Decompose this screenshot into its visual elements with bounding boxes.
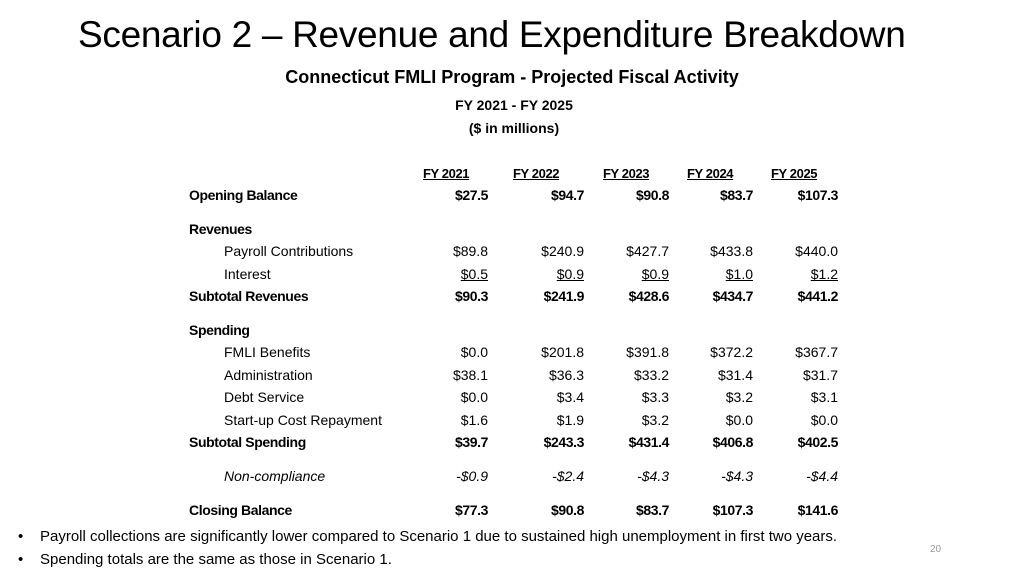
column-header-fy2021: FY 2021 — [423, 166, 470, 181]
cell-value: $31.7 — [802, 367, 838, 383]
table-row-subtotal-spending: Subtotal Spending $39.7 $243.3 $431.4 $4… — [0, 434, 1024, 454]
cell-value: $391.8 — [626, 344, 669, 360]
cell-value: $428.6 — [628, 288, 670, 304]
cell-value: $1.0 — [725, 266, 753, 282]
cell-value: $90.8 — [550, 502, 584, 518]
cell-value: $107.3 — [712, 502, 754, 518]
page-number: 20 — [930, 544, 942, 555]
cell-value: $0.0 — [725, 412, 753, 428]
cell-value: $33.2 — [633, 367, 669, 383]
cell-value: -$4.3 — [637, 468, 669, 484]
cell-value: -$2.4 — [552, 468, 584, 484]
cell-value: $0.9 — [641, 266, 669, 282]
cell-value: $0.0 — [460, 344, 488, 360]
cell-value: $89.8 — [452, 243, 488, 259]
cell-value: $243.3 — [543, 434, 585, 450]
row-label: Interest — [224, 266, 271, 282]
row-label: FMLI Benefits — [224, 344, 311, 360]
table-row-subtotal-revenues: Subtotal Revenues $90.3 $241.9 $428.6 $4… — [0, 288, 1024, 308]
cell-value: $90.8 — [635, 187, 669, 203]
cell-value: $36.3 — [548, 367, 584, 383]
row-label: Opening Balance — [189, 187, 298, 203]
cell-value: $402.5 — [797, 434, 839, 450]
cell-value: $372.2 — [710, 344, 753, 360]
table-units: ($ in millions) — [468, 120, 560, 136]
table-row-administration: Administration $38.1 $36.3 $33.2 $31.4 $… — [0, 367, 1024, 387]
cell-value: $90.3 — [454, 288, 488, 304]
row-label: Debt Service — [224, 389, 305, 405]
cell-value: $83.7 — [719, 187, 753, 203]
table-section-spending: Spending — [0, 322, 1024, 342]
cell-value: $441.2 — [797, 288, 839, 304]
bullet-text: Payroll collections are significantly lo… — [40, 528, 838, 545]
column-header-fy2025: FY 2025 — [771, 166, 818, 181]
row-label: Start-up Cost Repayment — [224, 412, 382, 428]
bullet-text: Spending totals are the same as those in… — [40, 551, 392, 568]
row-label: Non-compliance — [224, 468, 326, 484]
table-period: FY 2021 - FY 2025 — [455, 97, 573, 113]
row-label: Subtotal Revenues — [189, 288, 309, 304]
bullet-icon: • — [18, 551, 24, 568]
section-label: Revenues — [189, 221, 252, 237]
bullet-item: • Payroll collections are significantly … — [18, 528, 837, 551]
cell-value: $0.0 — [810, 412, 838, 428]
cell-value: $241.9 — [543, 288, 585, 304]
cell-value: $1.2 — [810, 266, 838, 282]
cell-value: $406.8 — [712, 434, 754, 450]
column-header-fy2024: FY 2024 — [687, 166, 734, 181]
row-label: Subtotal Spending — [189, 434, 306, 450]
row-label: Administration — [224, 367, 313, 383]
cell-value: -$4.3 — [721, 468, 753, 484]
cell-value: $3.1 — [810, 389, 838, 405]
row-label: Payroll Contributions — [224, 243, 354, 259]
cell-value: $0.0 — [460, 389, 488, 405]
cell-value: $141.6 — [797, 502, 839, 518]
cell-value: $3.4 — [556, 389, 584, 405]
cell-value: $3.2 — [725, 389, 753, 405]
table-row-payroll-contributions: Payroll Contributions $89.8 $240.9 $427.… — [0, 243, 1024, 263]
table-row-interest: Interest $0.5 $0.9 $0.9 $1.0 $1.2 — [0, 266, 1024, 286]
column-header-fy2023: FY 2023 — [603, 166, 650, 181]
table-row-non-compliance: Non-compliance -$0.9 -$2.4 -$4.3 -$4.3 -… — [0, 468, 1024, 488]
cell-value: $433.8 — [710, 243, 753, 259]
cell-value: $31.4 — [717, 367, 753, 383]
column-header-fy2022: FY 2022 — [513, 166, 560, 181]
cell-value: $83.7 — [635, 502, 669, 518]
table-row-closing-balance: Closing Balance $77.3 $90.8 $83.7 $107.3… — [0, 502, 1024, 522]
cell-value: $427.7 — [626, 243, 669, 259]
table-row-startup-cost-repayment: Start-up Cost Repayment $1.6 $1.9 $3.2 $… — [0, 412, 1024, 432]
cell-value: $240.9 — [541, 243, 584, 259]
table-row-fmli-benefits: FMLI Benefits $0.0 $201.8 $391.8 $372.2 … — [0, 344, 1024, 364]
cell-value: $38.1 — [452, 367, 488, 383]
cell-value: $3.3 — [641, 389, 669, 405]
cell-value: $3.2 — [641, 412, 669, 428]
cell-value: $0.9 — [556, 266, 584, 282]
cell-value: -$4.4 — [806, 468, 838, 484]
cell-value: $367.7 — [795, 344, 838, 360]
cell-value: $107.3 — [797, 187, 839, 203]
row-label: Closing Balance — [189, 502, 292, 518]
cell-value: $27.5 — [454, 187, 488, 203]
cell-value: $440.0 — [795, 243, 838, 259]
bullet-item: • Spending totals are the same as those … — [18, 551, 837, 574]
table-row-opening-balance: Opening Balance $27.5 $94.7 $90.8 $83.7 … — [0, 187, 1024, 207]
bullet-list: • Payroll collections are significantly … — [18, 528, 837, 574]
cell-value: $1.9 — [556, 412, 584, 428]
cell-value: $201.8 — [541, 344, 584, 360]
cell-value: -$0.9 — [456, 468, 488, 484]
slide-title: Scenario 2 – Revenue and Expenditure Bre… — [78, 14, 906, 55]
cell-value: $0.5 — [460, 266, 488, 282]
cell-value: $39.7 — [454, 434, 488, 450]
section-label: Spending — [189, 322, 250, 338]
cell-value: $77.3 — [454, 502, 488, 518]
table-row-debt-service: Debt Service $0.0 $3.4 $3.3 $3.2 $3.1 — [0, 389, 1024, 409]
bullet-icon: • — [18, 528, 24, 545]
cell-value: $94.7 — [550, 187, 584, 203]
cell-value: $431.4 — [628, 434, 670, 450]
table-section-revenues: Revenues — [0, 221, 1024, 241]
table-title: Connecticut FMLI Program - Projected Fis… — [285, 67, 739, 87]
cell-value: $434.7 — [712, 288, 754, 304]
cell-value: $1.6 — [460, 412, 488, 428]
